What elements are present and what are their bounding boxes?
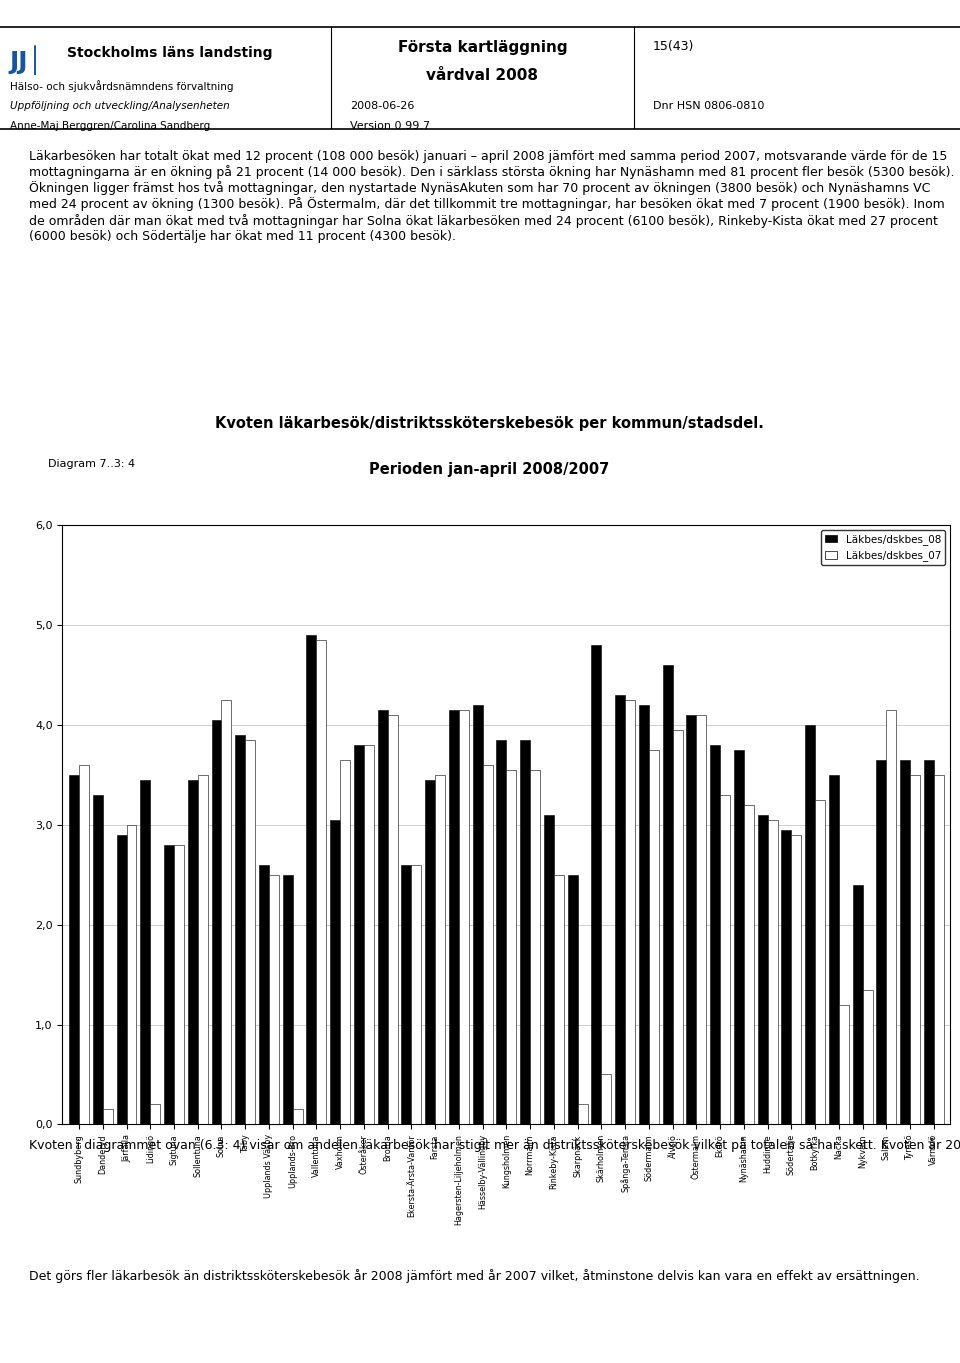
Bar (862, 990, 873, 1124)
Bar (188, 780, 198, 1124)
Bar (93, 795, 103, 1124)
Bar (472, 705, 483, 1124)
Bar (852, 885, 862, 1124)
Bar (733, 750, 744, 1124)
Text: 15(43): 15(43) (653, 40, 694, 53)
Bar (639, 705, 649, 1124)
Bar (757, 815, 768, 1124)
Text: Dnr HSN 0806-0810: Dnr HSN 0806-0810 (653, 101, 764, 110)
Bar (340, 759, 350, 1124)
Bar (696, 714, 707, 1124)
Text: Diagram 7..3: 4: Diagram 7..3: 4 (48, 458, 135, 469)
Bar (103, 1109, 112, 1124)
Bar (744, 804, 754, 1124)
Bar (815, 800, 825, 1124)
Bar (388, 714, 397, 1124)
Bar (211, 720, 222, 1124)
Bar (720, 795, 730, 1124)
Bar (662, 665, 673, 1124)
Text: Version 0.99.7: Version 0.99.7 (350, 121, 430, 131)
Bar (283, 875, 293, 1124)
Bar (673, 729, 683, 1124)
Text: Läkarbesöken har totalt ökat med 12 procent (108 000 besök) januari – april 2008: Läkarbesöken har totalt ökat med 12 proc… (29, 150, 954, 243)
Bar (567, 875, 578, 1124)
Bar (520, 740, 530, 1124)
Text: Stockholms läns landsting: Stockholms läns landsting (67, 45, 273, 60)
Bar (886, 710, 897, 1124)
Bar (483, 765, 492, 1124)
Bar (127, 825, 136, 1124)
Bar (496, 740, 506, 1124)
Bar (768, 819, 778, 1124)
Text: Anne-Maj Berggren/Carolina Sandberg: Anne-Maj Berggren/Carolina Sandberg (10, 121, 210, 131)
Bar (781, 830, 791, 1124)
Bar (354, 744, 364, 1124)
Bar (934, 774, 944, 1124)
Bar (245, 740, 255, 1124)
Bar (69, 774, 79, 1124)
Bar (364, 744, 373, 1124)
Bar (791, 834, 802, 1124)
Bar (910, 774, 920, 1124)
Bar (116, 834, 127, 1124)
Text: Uppföljning och utveckling/Analysenheten: Uppföljning och utveckling/Analysenheten (10, 101, 229, 110)
Bar (222, 699, 231, 1124)
Bar (235, 735, 245, 1124)
Bar (544, 815, 554, 1124)
Bar (425, 780, 435, 1124)
Bar (625, 699, 636, 1124)
Bar (401, 864, 412, 1124)
Text: Första kartläggning: Första kartläggning (397, 40, 567, 55)
Bar (164, 845, 174, 1124)
Bar (924, 759, 934, 1124)
Bar (412, 864, 421, 1124)
Bar (293, 1109, 302, 1124)
Bar (805, 725, 815, 1124)
Bar (828, 774, 839, 1124)
Bar (686, 714, 696, 1124)
Bar (435, 774, 445, 1124)
Bar (377, 710, 388, 1124)
Legend: Läkbes/dskbes_08, Läkbes/dskbes_07: Läkbes/dskbes_08, Läkbes/dskbes_07 (821, 530, 946, 566)
Bar (140, 780, 151, 1124)
Bar (507, 770, 516, 1124)
Bar (198, 774, 207, 1124)
Bar (174, 845, 184, 1124)
Bar (839, 1005, 849, 1124)
Bar (530, 770, 540, 1124)
Bar (330, 819, 340, 1124)
Bar (269, 875, 279, 1124)
Text: Perioden jan-april 2008/2007: Perioden jan-april 2008/2007 (370, 462, 610, 477)
Bar (876, 759, 886, 1124)
Bar (601, 1074, 612, 1124)
Bar (615, 695, 625, 1124)
Bar (649, 750, 659, 1124)
Text: Kvoten i diagrammet ovan (6.3: 4) visar om andelen läkarbesök har stigit mer än : Kvoten i diagrammet ovan (6.3: 4) visar … (29, 1138, 960, 1152)
Text: JJ│: JJ│ (10, 45, 43, 75)
Text: Kvoten läkarbesök/distriktssköterskebesök per kommun/stadsdel.: Kvoten läkarbesök/distriktssköterskebesö… (215, 416, 764, 431)
Bar (459, 710, 468, 1124)
Text: vårdval 2008: vårdval 2008 (426, 68, 539, 83)
Bar (710, 744, 720, 1124)
Bar (449, 710, 459, 1124)
Bar (900, 759, 910, 1124)
Bar (554, 875, 564, 1124)
Bar (317, 639, 326, 1124)
Bar (591, 645, 601, 1124)
Text: 2008-06-26: 2008-06-26 (350, 101, 415, 110)
Text: Hälso- och sjukvårdsnämndens förvaltning: Hälso- och sjukvårdsnämndens förvaltning (10, 80, 233, 93)
Text: Det görs fler läkarbesök än distriktssköterskebesök år 2008 jämfört med år 2007 : Det görs fler läkarbesök än distriktsskö… (29, 1269, 920, 1283)
Bar (151, 1104, 160, 1124)
Bar (79, 765, 89, 1124)
Bar (578, 1104, 588, 1124)
Bar (306, 635, 317, 1124)
Bar (259, 864, 269, 1124)
